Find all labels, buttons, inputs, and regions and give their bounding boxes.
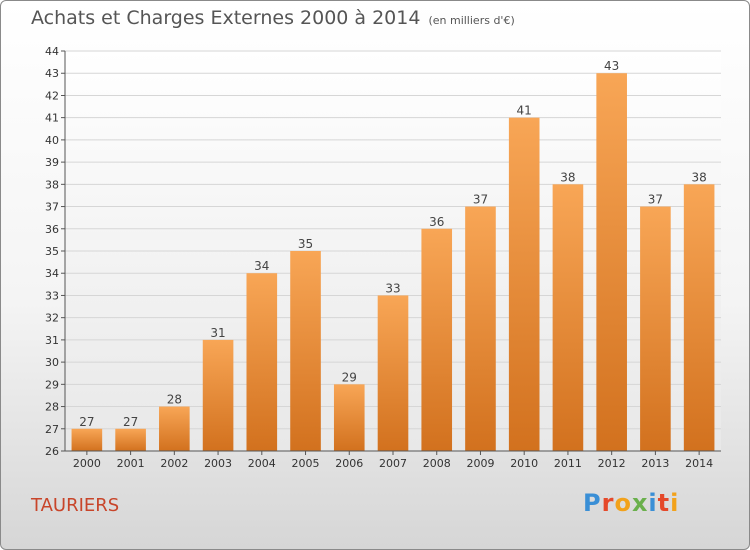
- data-label: 37: [473, 193, 488, 207]
- x-tick-label: 2005: [292, 457, 320, 470]
- x-tick-label: 2012: [598, 457, 626, 470]
- y-tick-label: 26: [45, 445, 59, 458]
- data-label: 38: [691, 170, 706, 184]
- x-tick-label: 2003: [204, 457, 232, 470]
- commune-name: TAURIERS: [31, 495, 120, 516]
- proxiti-logo: Proxiti: [583, 489, 679, 517]
- bar: [290, 251, 321, 451]
- y-tick-label: 34: [45, 267, 59, 280]
- y-tick-label: 42: [45, 89, 59, 102]
- data-label: 41: [517, 104, 532, 118]
- data-label: 31: [210, 326, 225, 340]
- data-label: 28: [167, 393, 182, 407]
- data-label: 37: [648, 193, 663, 207]
- x-tick-label: 2008: [423, 457, 451, 470]
- data-label: 34: [254, 259, 269, 273]
- x-tick-label: 2013: [641, 457, 669, 470]
- x-tick-label: 2001: [117, 457, 145, 470]
- x-tick-label: 2006: [335, 457, 363, 470]
- y-tick-label: 32: [45, 312, 59, 325]
- x-tick-label: 2011: [554, 457, 582, 470]
- logo-letter: x: [631, 489, 649, 517]
- x-tick-label: 2009: [466, 457, 494, 470]
- bar: [115, 428, 146, 451]
- y-tick-label: 30: [45, 356, 59, 369]
- bar: [333, 384, 365, 451]
- bar: [508, 117, 540, 452]
- logo-letter: o: [614, 489, 632, 517]
- bar: [421, 228, 453, 451]
- logo-letter: r: [601, 489, 615, 517]
- y-tick-label: 35: [45, 245, 59, 258]
- logo-letter: P: [583, 489, 602, 517]
- data-label: 29: [342, 370, 357, 384]
- data-label: 43: [604, 59, 619, 73]
- data-label: 27: [123, 415, 138, 429]
- x-tick-label: 2014: [685, 457, 713, 470]
- y-tick-label: 29: [45, 378, 59, 391]
- bar: [596, 73, 627, 451]
- logo-letter: i: [670, 489, 680, 517]
- y-tick-label: 31: [45, 334, 59, 347]
- chart-title-area: Achats et Charges Externes 2000 à 2014 (e…: [31, 7, 515, 29]
- y-tick-label: 36: [45, 223, 59, 236]
- bar: [552, 184, 584, 452]
- data-label: 27: [79, 415, 94, 429]
- x-tick-label: 2002: [160, 457, 188, 470]
- y-tick-label: 44: [45, 45, 59, 58]
- bar: [71, 428, 103, 451]
- bar: [640, 206, 671, 451]
- chart-subtitle: (en milliers d'€): [428, 14, 515, 27]
- bar: [465, 206, 496, 451]
- x-tick-label: 2000: [73, 457, 101, 470]
- y-tick-label: 39: [45, 156, 59, 169]
- y-tick-label: 28: [45, 401, 59, 414]
- y-tick-label: 27: [45, 423, 59, 436]
- data-label: 33: [385, 281, 400, 295]
- bar: [159, 406, 190, 451]
- logo-letter: t: [657, 489, 671, 517]
- x-tick-label: 2004: [248, 457, 276, 470]
- x-tick-label: 2007: [379, 457, 407, 470]
- data-label: 36: [429, 215, 444, 229]
- y-tick-label: 33: [45, 289, 59, 302]
- data-label: 38: [560, 170, 575, 184]
- y-tick-label: 41: [45, 112, 59, 125]
- data-label: 35: [298, 237, 313, 251]
- bar: [683, 184, 715, 452]
- logo-letter: i: [648, 489, 658, 517]
- y-tick-label: 40: [45, 134, 59, 147]
- y-tick-label: 37: [45, 201, 59, 214]
- bar: [202, 339, 234, 451]
- y-tick-label: 38: [45, 178, 59, 191]
- y-tick-label: 43: [45, 67, 59, 80]
- bar: [377, 295, 409, 451]
- x-tick-label: 2010: [510, 457, 538, 470]
- chart-title: Achats et Charges Externes 2000 à 2014: [31, 7, 421, 29]
- bar: [246, 273, 278, 451]
